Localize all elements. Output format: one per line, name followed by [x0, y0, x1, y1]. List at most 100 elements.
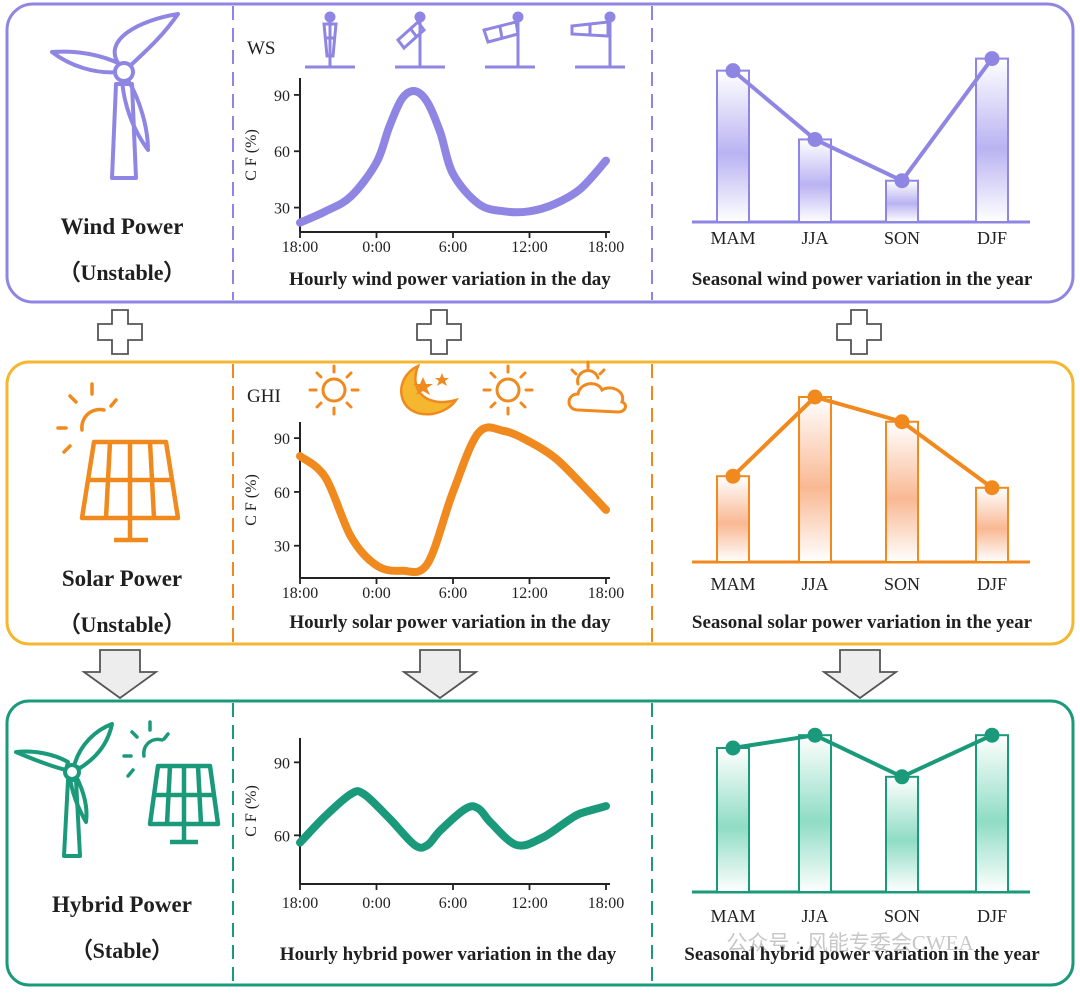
y-tick-label: 90 [274, 755, 290, 772]
windsock-light-icon [395, 11, 445, 69]
category-label: JJA [801, 574, 828, 594]
hybrid-seasonal-chart: MAM JJA SON DJF [692, 727, 1030, 926]
category-label: DJF [977, 574, 1007, 594]
watermark: 公众号 · 风能专委会CWEA [726, 931, 974, 955]
wind-seasonal-caption: Seasonal wind power variation in the yea… [692, 269, 1033, 290]
category-label: JJA [801, 906, 828, 926]
data-point [725, 468, 741, 484]
x-tick-label: 6:00 [439, 585, 467, 602]
x-tick-label: 18:00 [588, 585, 624, 602]
bar [975, 734, 1009, 894]
sun-partial-icon [122, 720, 170, 778]
y-tick-label: 30 [274, 539, 290, 556]
wind-turbine-icon [50, 12, 180, 180]
down-arrow-connectors [81, 649, 899, 700]
bar [716, 747, 750, 893]
category-label: DJF [977, 906, 1007, 926]
windsock-medium-icon [482, 11, 535, 69]
bar [716, 475, 750, 564]
bar [798, 734, 832, 894]
category-label: MAM [710, 574, 755, 594]
hybrid-status: （Stable） [71, 938, 174, 963]
plus-icon [836, 309, 882, 355]
solar-hourly-caption: Hourly solar power variation in the day [289, 612, 611, 633]
bar [798, 396, 832, 563]
x-tick-label: 18:00 [588, 239, 624, 256]
wind-title: Wind Power [61, 214, 184, 239]
x-tick-label: 12:00 [511, 239, 547, 256]
data-point [894, 769, 910, 785]
y-axis-label: C F (%) [243, 474, 260, 526]
data-point [894, 414, 910, 430]
category-label: SON [884, 574, 920, 594]
y-tick-label: 90 [274, 88, 290, 105]
plus-icon [97, 309, 143, 355]
solar-row-box [5, 360, 1075, 646]
sun-icon [308, 364, 360, 416]
plus-connectors [97, 309, 882, 355]
x-tick-label: 0:00 [362, 585, 390, 602]
x-tick-label: 6:00 [439, 239, 467, 256]
bar [975, 57, 1009, 223]
partly-cloudy-icon [567, 360, 627, 414]
category-label: SON [884, 906, 920, 926]
solar-title: Solar Power [62, 566, 182, 591]
category-label: MAM [710, 906, 755, 926]
bar [975, 486, 1009, 563]
x-tick-label: 0:00 [362, 239, 390, 256]
solar-panel-icon [79, 439, 181, 543]
series-line [731, 395, 994, 490]
data-point [807, 131, 823, 147]
data-point [984, 480, 1000, 496]
data-point [807, 389, 823, 405]
y-tick-label: 30 [274, 201, 290, 218]
hybrid-hourly-caption: Hourly hybrid power variation in the day [280, 944, 617, 965]
series-line [731, 57, 994, 183]
series-line [296, 787, 610, 852]
bar [716, 69, 750, 223]
plus-icon [416, 309, 462, 355]
x-tick-label: 6:00 [439, 895, 467, 912]
down-arrow-icon [821, 649, 899, 700]
wind-turbine-icon [14, 722, 114, 858]
down-arrow-icon [401, 649, 479, 700]
sun-partial-icon [56, 382, 118, 454]
x-tick-label: 18:00 [282, 585, 318, 602]
down-arrow-icon [81, 649, 159, 700]
series-line [296, 423, 610, 577]
y-tick-label: 60 [274, 485, 290, 502]
solar-seasonal-chart: MAM JJA SON DJF [692, 389, 1030, 594]
series-line [296, 87, 610, 227]
solar-seasonal-caption: Seasonal solar power variation in the ye… [692, 612, 1033, 633]
windsock-strong-icon [570, 11, 625, 69]
series-line [732, 733, 993, 779]
bar [885, 775, 919, 893]
data-point [807, 727, 823, 743]
windsock-calm-icon [305, 11, 355, 69]
data-point [725, 63, 741, 79]
data-point [894, 173, 910, 189]
y-tick-label: 90 [274, 431, 290, 448]
data-point [725, 740, 741, 756]
x-tick-label: 12:00 [511, 585, 547, 602]
solar-hourly-chart: 30 60 90 18:00 0:00 6:00 12:00 18:00 C F (%) [243, 422, 624, 602]
wind-variable-label: WS [247, 38, 276, 59]
wind-status: （Unstable） [58, 260, 185, 285]
category-label: JJA [801, 228, 828, 248]
hybrid-hourly-chart: 60 90 18:00 0:00 6:00 12:00 18:00 C F (%) [243, 738, 624, 912]
y-tick-label: 60 [274, 828, 290, 845]
data-point [984, 727, 1000, 743]
wind-hourly-chart: 30 60 90 18:00 0:00 6:00 12:00 18:00 C F (%) [243, 78, 624, 256]
wind-row-box [5, 2, 1075, 304]
moon-stars-icon [400, 363, 459, 416]
bar [885, 420, 919, 563]
bar [798, 138, 832, 223]
wind-hourly-caption: Hourly wind power variation in the day [289, 269, 611, 290]
solar-variable-label: GHI [247, 386, 281, 407]
x-tick-label: 12:00 [511, 895, 547, 912]
y-axis-label: C F (%) [243, 129, 260, 181]
y-tick-label: 60 [274, 144, 290, 161]
category-label: MAM [710, 228, 755, 248]
solar-status: （Unstable） [58, 612, 185, 637]
category-label: DJF [977, 228, 1007, 248]
